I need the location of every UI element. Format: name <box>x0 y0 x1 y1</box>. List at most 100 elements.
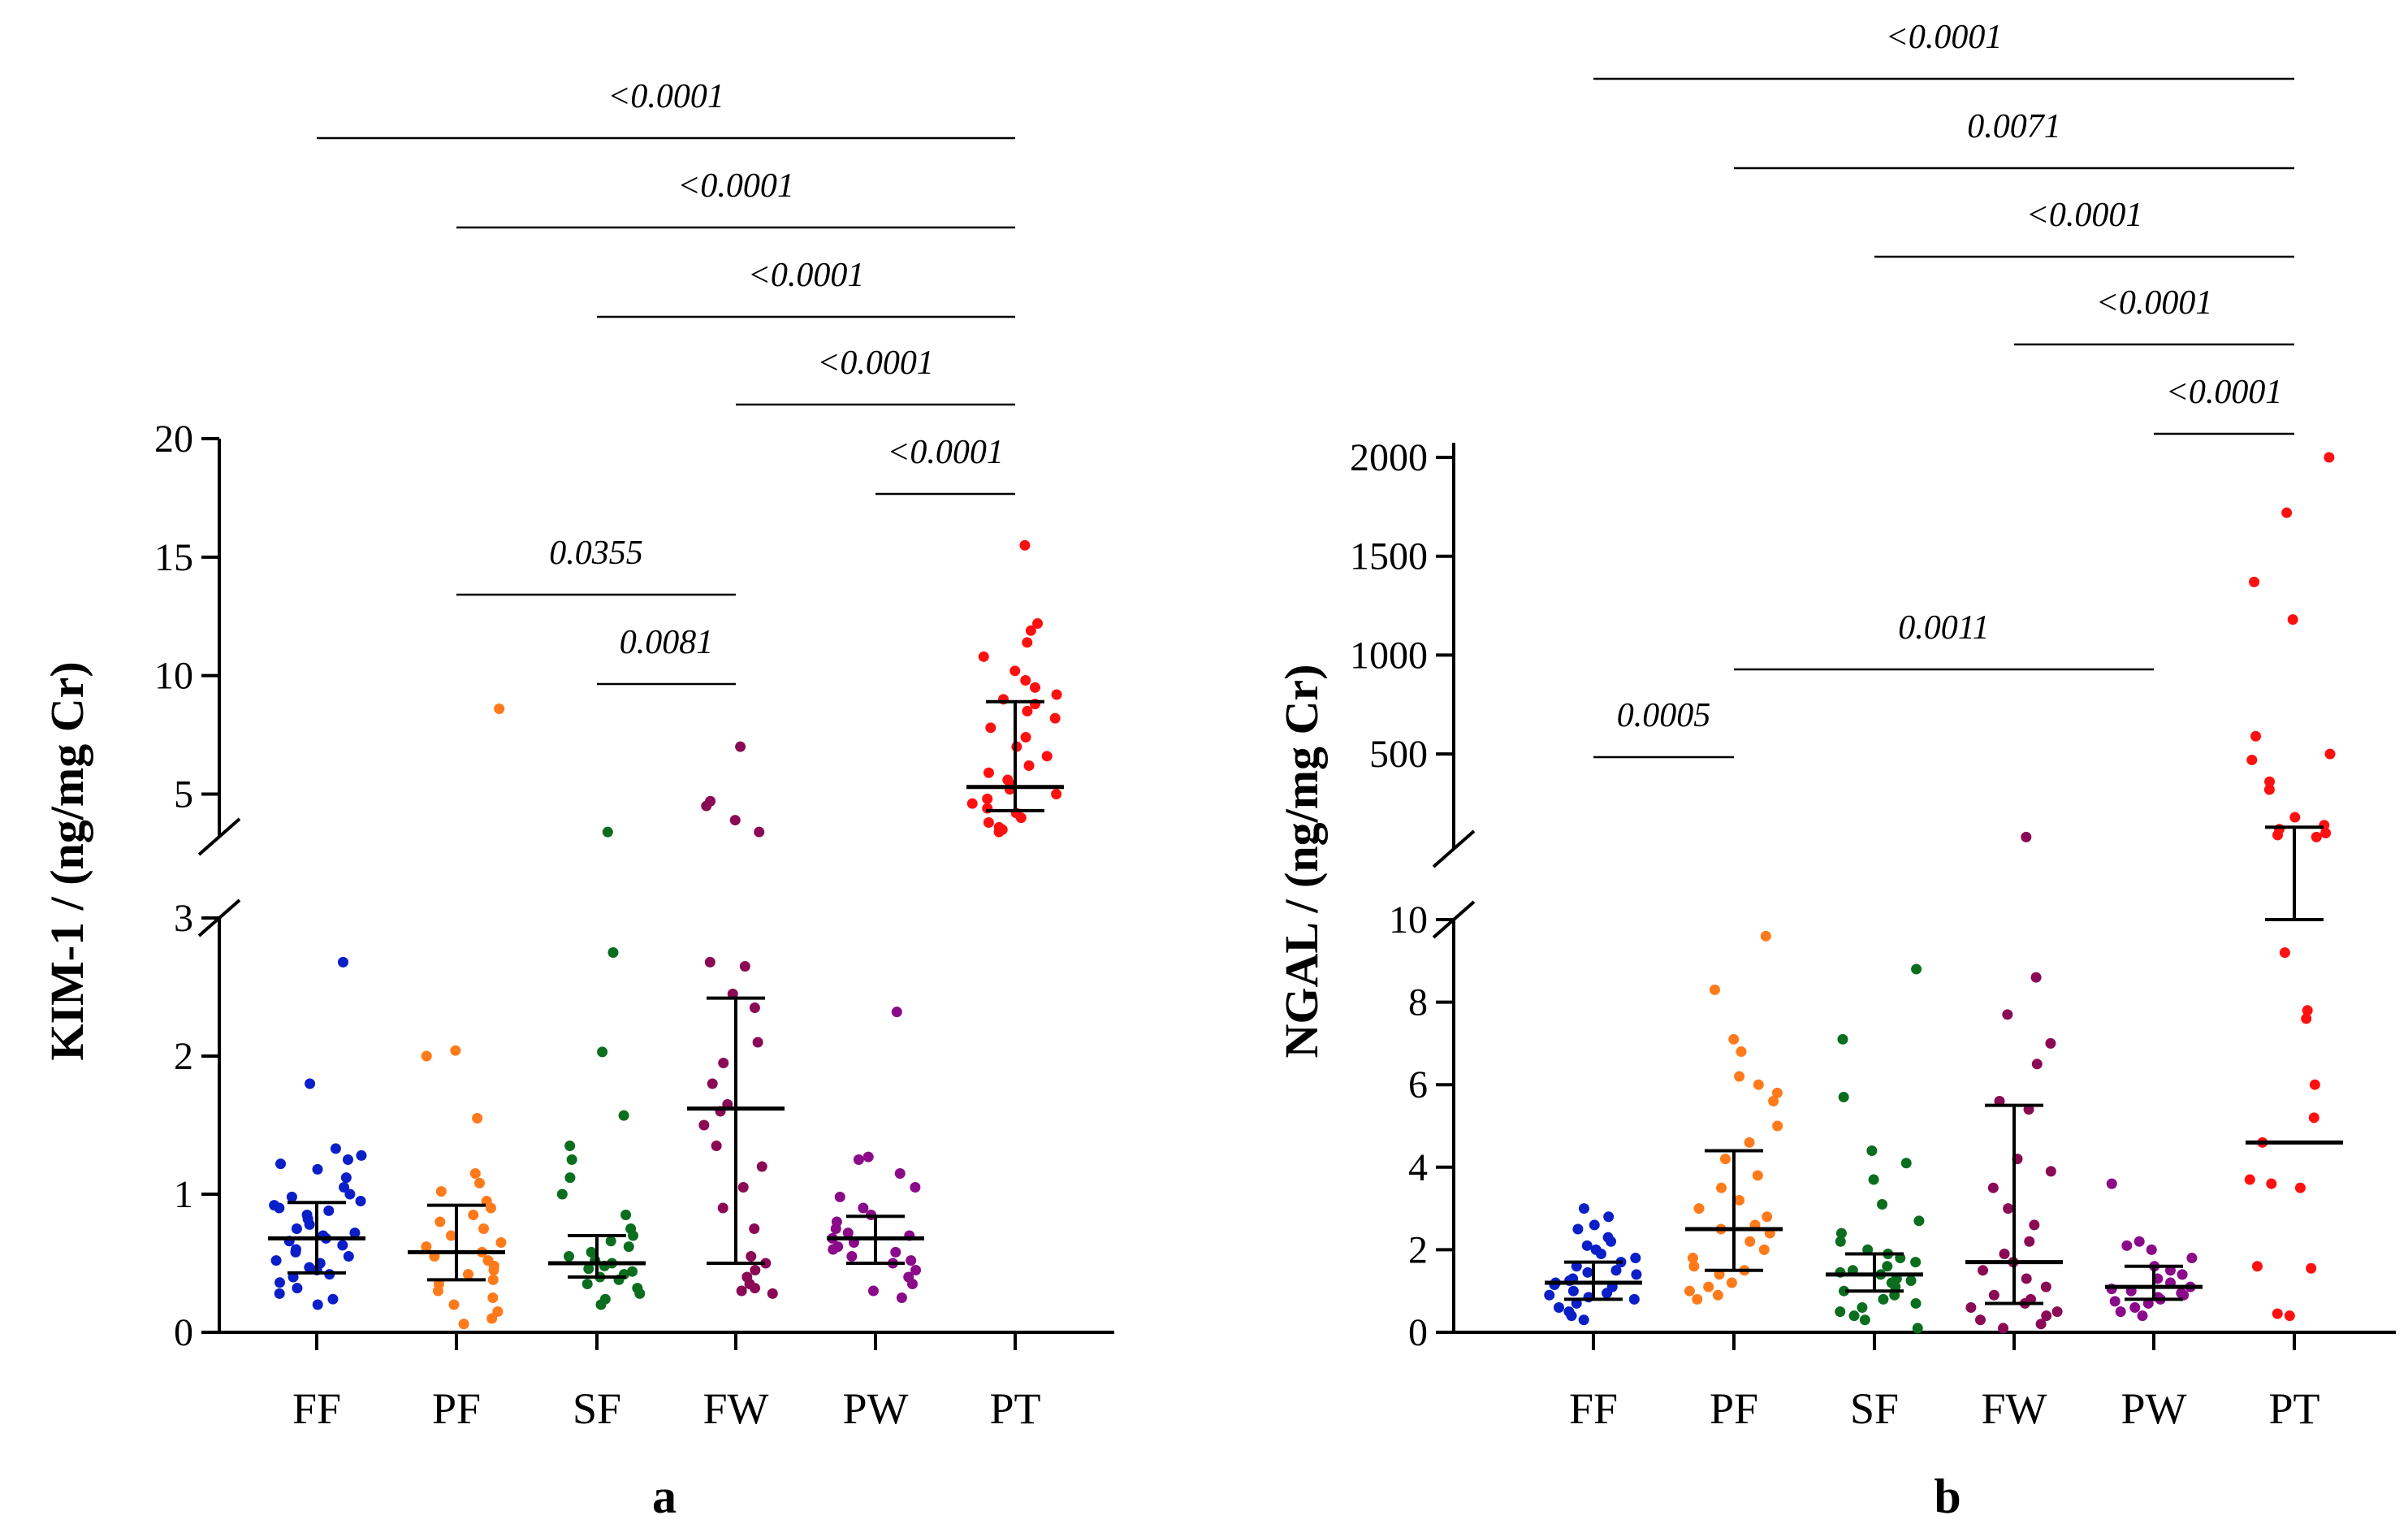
panel-b-ylabel: NGAL / (ng/mg Cr) <box>1275 665 1328 1059</box>
y-tick-label: 20 <box>154 418 193 461</box>
data-point-pf <box>1688 1261 1700 1272</box>
data-point-pt <box>2284 1310 2295 1322</box>
data-point-sf <box>618 1110 629 1121</box>
data-point-ff <box>290 1246 301 1258</box>
data-point-ff <box>1554 1302 1565 1314</box>
data-point-pf <box>495 1237 507 1248</box>
data-point-sf <box>607 947 619 958</box>
data-point-ff <box>330 1143 341 1154</box>
category-label-pt: PT <box>989 1384 1040 1433</box>
data-point-pt <box>982 793 993 804</box>
data-point-pf <box>494 704 505 714</box>
data-point-pt <box>1020 732 1031 743</box>
data-point-fw <box>1978 1265 1989 1276</box>
data-point-pw <box>2137 1310 2148 1322</box>
data-point-pw <box>828 1244 839 1255</box>
data-point-fw <box>1998 1323 2009 1334</box>
data-point-sf <box>564 1141 576 1151</box>
data-point-ff <box>312 1299 323 1310</box>
data-point-pt <box>2246 754 2258 765</box>
p-value-label: <0.0001 <box>817 344 934 382</box>
data-point-ff <box>1602 1288 1613 1299</box>
y-tick-label: 10 <box>154 655 193 698</box>
category-label-fw: FW <box>1982 1384 2047 1433</box>
data-point-pf <box>1753 1079 1764 1090</box>
data-point-pt <box>2266 1178 2277 1189</box>
data-point-pf <box>486 1313 498 1324</box>
data-point-ff <box>1603 1211 1615 1223</box>
data-point-pf <box>1734 1071 1745 1082</box>
data-point-sf <box>627 1266 638 1277</box>
data-point-pt <box>1029 682 1040 693</box>
y-tick-label: 2 <box>174 1035 193 1078</box>
data-point-sf <box>563 1251 574 1262</box>
data-point-pt <box>2289 812 2301 823</box>
data-point-pt <box>2301 1013 2312 1024</box>
data-point-sf <box>1877 1199 1888 1210</box>
data-point-fw <box>2045 1166 2056 1177</box>
data-point-pt <box>983 767 994 778</box>
data-point-fw <box>767 1288 778 1299</box>
axis-break-mark <box>1432 829 1476 868</box>
data-point-pf <box>432 1285 443 1297</box>
data-point-ff <box>323 1205 335 1216</box>
data-point-sf <box>1905 1275 1917 1286</box>
data-point-pw <box>867 1285 879 1297</box>
data-point-pt <box>2302 1005 2313 1016</box>
data-point-pt <box>1009 665 1021 677</box>
data-point-pf <box>458 1318 469 1330</box>
data-point-pf <box>1684 1285 1695 1297</box>
data-point-ff <box>342 1154 353 1165</box>
data-point-sf <box>1837 1033 1848 1045</box>
y-tick-label: 2000 <box>1350 436 1428 479</box>
data-point-sf <box>581 1279 593 1289</box>
category-label-sf: SF <box>573 1384 621 1433</box>
data-point-sf <box>1866 1145 1878 1156</box>
category-label-pw: PW <box>2121 1384 2187 1433</box>
data-point-fw <box>1965 1302 1977 1314</box>
data-point-pt <box>1051 689 1062 700</box>
y-tick-label: 4 <box>1408 1146 1428 1189</box>
data-point-pt <box>2250 730 2262 742</box>
p-value-label: 0.0081 <box>620 624 714 661</box>
data-point-ff <box>1610 1265 1622 1276</box>
data-point-sf <box>1838 1091 1849 1102</box>
panel-a-ylabel: KIM-1 / (ng/mg Cr) <box>41 661 93 1060</box>
data-point-sf <box>1910 1297 1922 1309</box>
data-point-sf <box>602 826 613 838</box>
data-point-ff <box>1567 1285 1579 1297</box>
data-point-fw <box>2030 972 2042 983</box>
data-point-ff <box>327 1293 339 1305</box>
panel-b-chart: 0 2 4 6 8 10 500 1000 1500 2000 FF PF SF FW PW PT <0.000… <box>1350 19 2396 1433</box>
data-point-pt <box>966 798 978 809</box>
data-point-sf <box>1835 1236 1846 1247</box>
data-point-pw <box>890 1246 901 1258</box>
data-point-fw <box>1999 1248 2010 1259</box>
y-tick-label: 0 <box>1408 1311 1428 1354</box>
data-point-pt <box>2251 1261 2263 1272</box>
data-point-pw <box>2186 1253 2198 1264</box>
data-point-pf <box>1692 1293 1703 1305</box>
data-point-ff <box>292 1283 303 1294</box>
data-point-pw <box>894 1168 906 1179</box>
data-point-fw <box>2031 1059 2043 1070</box>
data-point-pt <box>2311 831 2322 842</box>
data-point-pf <box>488 1265 499 1275</box>
data-point-pf <box>421 1050 432 1062</box>
data-point-pt <box>2263 784 2275 795</box>
data-point-pf <box>474 1177 486 1188</box>
y-tick-label: 0 <box>174 1311 193 1354</box>
data-point-pt <box>983 817 994 828</box>
data-point-sf <box>564 1172 576 1184</box>
y-tick-label: 500 <box>1369 733 1428 776</box>
data-point-sf <box>620 1210 632 1220</box>
data-point-pf <box>468 1210 479 1220</box>
data-point-sf <box>1912 1323 1923 1334</box>
data-point-fw <box>711 1141 722 1151</box>
data-point-fw <box>746 1251 757 1262</box>
data-point-sf <box>1878 1293 1889 1305</box>
data-point-pw <box>891 1007 902 1018</box>
data-point-sf <box>634 1288 646 1299</box>
data-point-ff <box>312 1163 323 1175</box>
data-point-ff <box>1582 1266 1593 1278</box>
